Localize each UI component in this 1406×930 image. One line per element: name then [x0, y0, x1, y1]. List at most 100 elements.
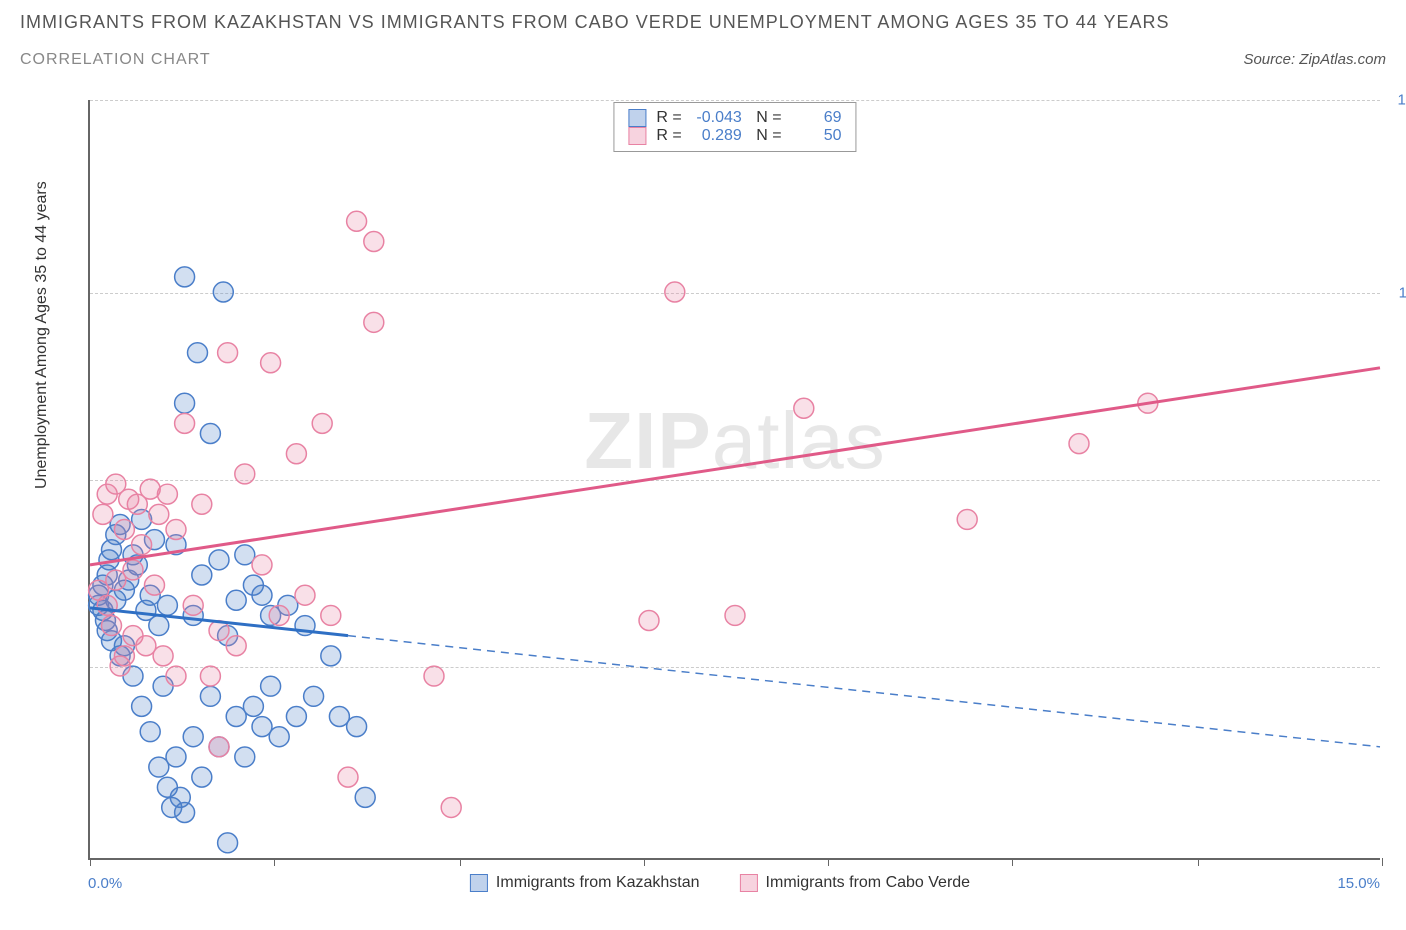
point-kazakhstan — [166, 747, 186, 767]
n-label: N = — [752, 109, 782, 127]
x-tick — [1012, 858, 1013, 866]
point-caboverde — [347, 211, 367, 231]
point-kazakhstan — [149, 616, 169, 636]
point-kazakhstan — [355, 787, 375, 807]
y-tick-label: 7.5% — [1385, 472, 1406, 489]
point-caboverde — [114, 520, 134, 540]
point-caboverde — [209, 737, 229, 757]
trendline-kazakhstan-dash — [348, 636, 1380, 747]
x-axis-start-label: 0.0% — [88, 875, 122, 892]
point-caboverde — [145, 575, 165, 595]
plot-area: ZIPatlas 3.8%7.5%11.2%15.0% R = -0.043 N… — [88, 100, 1380, 860]
legend-label-caboverde: Immigrants from Cabo Verde — [766, 874, 971, 892]
stats-row-pink: R = 0.289 N = 50 — [628, 127, 841, 145]
trendline-caboverde — [90, 368, 1380, 565]
point-caboverde — [200, 666, 220, 686]
point-caboverde — [639, 611, 659, 631]
legend-item-kazakhstan: Immigrants from Kazakhstan — [470, 874, 700, 892]
n-label: N = — [752, 127, 782, 145]
point-kazakhstan — [132, 696, 152, 716]
swatch-pink-icon — [628, 127, 646, 145]
point-caboverde — [235, 464, 255, 484]
point-caboverde — [1069, 434, 1089, 454]
point-caboverde — [157, 484, 177, 504]
point-kazakhstan — [140, 722, 160, 742]
chart-title: IMMIGRANTS FROM KAZAKHSTAN VS IMMIGRANTS… — [20, 12, 1386, 33]
point-caboverde — [123, 560, 143, 580]
point-caboverde — [166, 520, 186, 540]
point-caboverde — [93, 504, 113, 524]
r-label: R = — [656, 127, 681, 145]
point-caboverde — [725, 605, 745, 625]
bottom-legend: Immigrants from Kazakhstan Immigrants fr… — [470, 874, 970, 892]
point-kazakhstan — [304, 686, 324, 706]
x-tick — [828, 858, 829, 866]
stats-legend-box: R = -0.043 N = 69 R = 0.289 N = 50 — [613, 102, 856, 152]
swatch-blue-icon — [628, 109, 646, 127]
legend-label-kazakhstan: Immigrants from Kazakhstan — [496, 874, 700, 892]
point-caboverde — [183, 595, 203, 615]
point-kazakhstan — [243, 696, 263, 716]
r-value-pink: 0.289 — [692, 127, 742, 145]
y-tick-label: 11.2% — [1385, 284, 1406, 301]
subtitle-row: CORRELATION CHART Source: ZipAtlas.com — [20, 51, 1386, 69]
n-value-blue: 69 — [792, 109, 842, 127]
swatch-pink-icon — [740, 874, 758, 892]
x-axis-end-label: 15.0% — [1337, 875, 1380, 892]
legend-item-caboverde: Immigrants from Cabo Verde — [740, 874, 971, 892]
point-caboverde — [665, 282, 685, 302]
point-caboverde — [286, 444, 306, 464]
point-kazakhstan — [269, 727, 289, 747]
x-tick — [90, 858, 91, 866]
r-label: R = — [656, 109, 681, 127]
point-caboverde — [166, 666, 186, 686]
point-kazakhstan — [175, 803, 195, 823]
point-kazakhstan — [175, 393, 195, 413]
point-kazakhstan — [261, 676, 281, 696]
y-tick-label: 15.0% — [1385, 92, 1406, 109]
point-caboverde — [424, 666, 444, 686]
point-kazakhstan — [213, 282, 233, 302]
point-caboverde — [114, 646, 134, 666]
chart-subtitle: CORRELATION CHART — [20, 51, 211, 69]
point-caboverde — [269, 605, 289, 625]
point-caboverde — [295, 585, 315, 605]
point-caboverde — [312, 413, 332, 433]
point-kazakhstan — [286, 707, 306, 727]
chart-container: Unemployment Among Ages 35 to 44 years Z… — [60, 100, 1380, 890]
x-tick — [460, 858, 461, 866]
point-caboverde — [261, 353, 281, 373]
point-kazakhstan — [226, 590, 246, 610]
point-caboverde — [321, 605, 341, 625]
r-value-blue: -0.043 — [692, 109, 742, 127]
x-tick — [274, 858, 275, 866]
point-caboverde — [957, 509, 977, 529]
point-caboverde — [153, 646, 173, 666]
scatter-svg — [90, 100, 1380, 858]
point-kazakhstan — [218, 833, 238, 853]
point-kazakhstan — [252, 585, 272, 605]
point-kazakhstan — [321, 646, 341, 666]
point-caboverde — [149, 504, 169, 524]
point-caboverde — [132, 535, 152, 555]
point-caboverde — [338, 767, 358, 787]
n-value-pink: 50 — [792, 127, 842, 145]
point-kazakhstan — [235, 747, 255, 767]
x-tick — [1198, 858, 1199, 866]
stats-row-blue: R = -0.043 N = 69 — [628, 109, 841, 127]
point-caboverde — [441, 797, 461, 817]
point-caboverde — [226, 636, 246, 656]
point-kazakhstan — [209, 550, 229, 570]
point-caboverde — [364, 312, 384, 332]
point-kazakhstan — [183, 727, 203, 747]
point-kazakhstan — [192, 565, 212, 585]
x-tick — [644, 858, 645, 866]
source-attribution: Source: ZipAtlas.com — [1243, 51, 1386, 68]
page-header: IMMIGRANTS FROM KAZAKHSTAN VS IMMIGRANTS… — [0, 0, 1406, 69]
point-caboverde — [192, 494, 212, 514]
point-kazakhstan — [200, 686, 220, 706]
y-tick-label: 3.8% — [1385, 659, 1406, 676]
point-caboverde — [102, 616, 122, 636]
point-caboverde — [175, 413, 195, 433]
point-kazakhstan — [192, 767, 212, 787]
